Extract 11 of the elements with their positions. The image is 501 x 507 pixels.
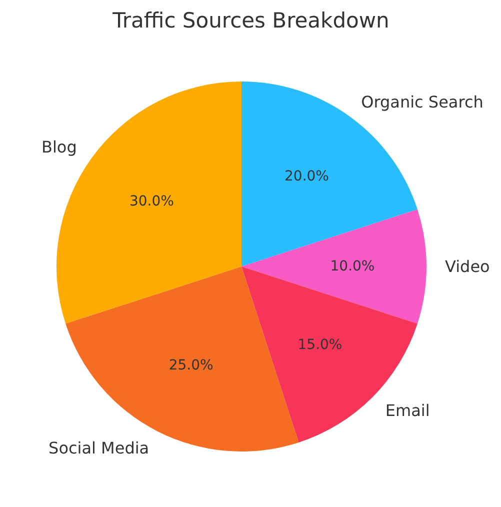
data-label: 30.0% (129, 193, 174, 210)
slice-label: Organic Search (361, 92, 484, 112)
data-label: 15.0% (298, 336, 342, 353)
slice-label: Blog (42, 137, 77, 156)
data-label: 25.0% (168, 357, 214, 374)
slice-label: Social Media (48, 438, 150, 458)
slice-label: Email (385, 400, 430, 420)
data-label: 10.0% (330, 258, 375, 274)
data-label: 20.0% (284, 168, 329, 185)
slice-label: Video (445, 257, 490, 276)
chart-title: Traffic Sources Breakdown (112, 8, 390, 32)
